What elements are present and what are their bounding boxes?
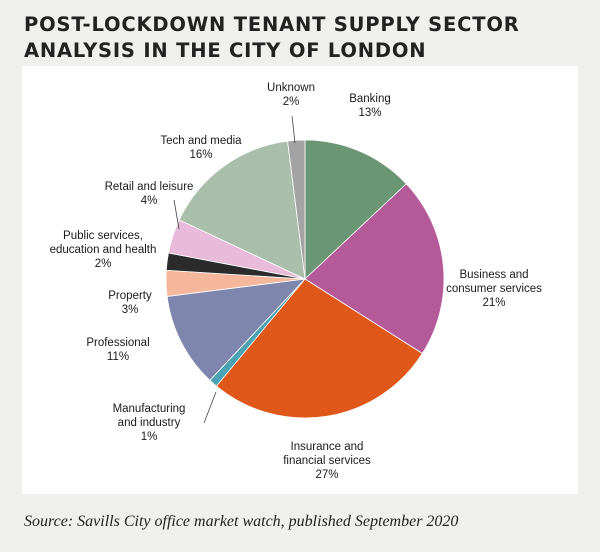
leader-line — [291, 115, 296, 144]
pie-slice-tech-and-media — [178, 140, 306, 280]
slice-label-tech-and-media: Tech and media 16% — [160, 135, 242, 161]
leader-line — [203, 391, 217, 424]
slice-label-manufacturing-and-industry: Manufacturing and industry 1% — [113, 403, 186, 443]
pie-slice-insurance-and-financial-services — [215, 278, 423, 419]
pie-slice-banking — [304, 139, 407, 280]
pie-chart: Banking 13% Business and consumer services 2… — [50, 82, 543, 481]
pie-slice-professional — [166, 278, 307, 381]
chart-panel: Banking 13% Business and consumer services 2… — [22, 66, 578, 494]
chart-title: POST-LOCKDOWN TENANT SUPPLY SECTOR ANALY… — [24, 12, 584, 64]
slice-label-professional: Professional 11% — [86, 337, 149, 363]
slice-label-unknown: Unknown 2% — [267, 82, 315, 108]
slice-label-property: Property 3% — [108, 290, 152, 316]
slice-label-business-and-consumer-services: Business and consumer services 21% — [446, 269, 542, 309]
chart-title-line-2: ANALYSIS IN THE CITY OF LONDON — [24, 39, 427, 62]
pie-slice-business-and-consumer-services — [304, 183, 445, 355]
leader-line — [173, 199, 180, 230]
slice-label-banking: Banking 13% — [349, 93, 391, 119]
pie-slice-unknown — [287, 139, 306, 280]
source-note: Source: Savills City office market watch… — [24, 513, 459, 530]
slice-label-insurance-and-financial-services: Insurance and financial services 27% — [283, 441, 371, 481]
chart-title-line-1: POST-LOCKDOWN TENANT SUPPLY SECTOR — [24, 13, 520, 36]
slice-label-retail-and-leisure: Retail and leisure 4% — [105, 181, 194, 207]
slice-label-public-services-education-and-health: Public services, education and health 2% — [50, 230, 157, 270]
